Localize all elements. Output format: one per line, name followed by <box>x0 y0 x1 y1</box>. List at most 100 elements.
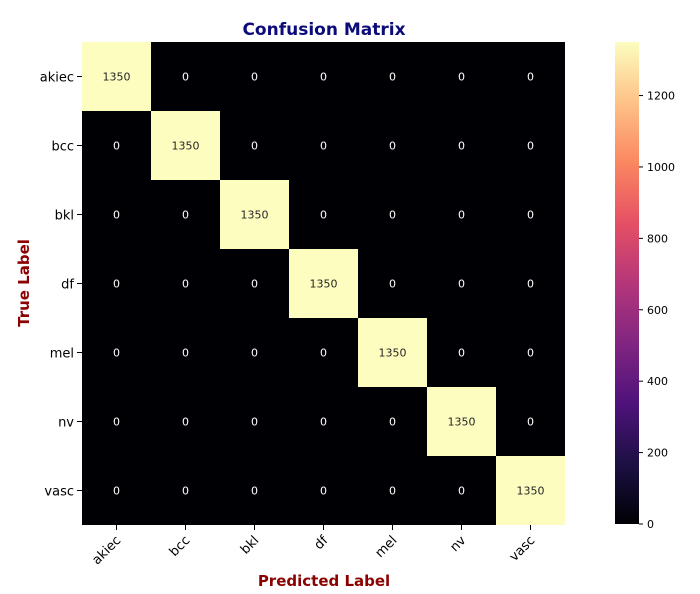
cell-value-label: 0 <box>458 485 465 498</box>
cell-value-label: 0 <box>251 140 258 153</box>
heatmap-cell <box>496 111 565 180</box>
heatmap-cell <box>496 42 565 111</box>
cell-value-label: 0 <box>182 416 189 429</box>
x-tick-label: bcc <box>167 533 194 560</box>
cell-value-label: 0 <box>389 416 396 429</box>
heatmap-cell <box>220 456 289 525</box>
cell-value-label: 0 <box>182 278 189 291</box>
cell-value-label: 0 <box>458 278 465 291</box>
cell-value-label: 0 <box>251 485 258 498</box>
heatmap-cell <box>289 111 358 180</box>
heatmap-cell <box>496 318 565 387</box>
heatmap-cell <box>358 249 427 318</box>
x-tick-label: vasc <box>507 533 539 565</box>
x-tick-label: akiec <box>89 533 124 568</box>
heatmap-cell <box>427 42 496 111</box>
heatmap-cell <box>289 180 358 249</box>
heatmap-cell <box>289 42 358 111</box>
heatmap-cell <box>358 318 427 387</box>
cell-value-label: 0 <box>251 71 258 84</box>
heatmap-cell <box>82 387 151 456</box>
heatmap-cell <box>427 387 496 456</box>
heatmap-cell <box>151 180 220 249</box>
y-tick-label: df <box>61 278 74 293</box>
heatmap-cell <box>358 456 427 525</box>
cell-value-label: 0 <box>113 347 120 360</box>
heatmap-cell <box>151 249 220 318</box>
heatmap-cell <box>427 318 496 387</box>
cell-value-label: 0 <box>458 71 465 84</box>
colorbar-tick-label: 200 <box>647 447 668 460</box>
heatmap-cell <box>427 180 496 249</box>
heatmap-cell <box>289 387 358 456</box>
heatmap-cell <box>220 180 289 249</box>
cell-value-label: 0 <box>251 347 258 360</box>
heatmap-cell <box>289 456 358 525</box>
cell-value-label: 0 <box>320 71 327 84</box>
cell-value-label: 0 <box>527 278 534 291</box>
heatmap-cell <box>427 111 496 180</box>
heatmap-cells: 1350 0 0 0 0 0 0 0 1350 0 0 0 0 0 0 0 1350 0 0 0 0 0 0 0 1350 0 0 0… <box>82 42 565 525</box>
cell-value-label: 0 <box>182 347 189 360</box>
y-tick-label: bcc <box>51 140 74 155</box>
colorbar-tick-label: 1000 <box>647 161 675 174</box>
heatmap-cell <box>151 42 220 111</box>
heatmap-cell <box>358 387 427 456</box>
cell-value-label: 1350 <box>310 278 338 291</box>
cell-value-label: 0 <box>527 416 534 429</box>
colorbar-tick-label: 600 <box>647 304 668 317</box>
heatmap-cell <box>427 456 496 525</box>
colorbar-tick-label: 400 <box>647 375 668 388</box>
heatmap-cell <box>220 387 289 456</box>
y-axis-label: True Label <box>15 239 33 327</box>
cell-value-label: 0 <box>113 140 120 153</box>
heatmap-cell <box>82 111 151 180</box>
heatmap-cell <box>427 249 496 318</box>
heatmap-cell <box>151 456 220 525</box>
cell-value-label: 0 <box>389 209 396 222</box>
y-tick-label: bkl <box>55 209 74 224</box>
heatmap-cell <box>82 249 151 318</box>
heatmap-cell <box>496 456 565 525</box>
heatmap-cell <box>358 42 427 111</box>
heatmap-cell <box>82 318 151 387</box>
cell-value-label: 0 <box>527 71 534 84</box>
colorbar: 0 200 400 600 800 1000 1200 <box>615 42 675 531</box>
cell-value-label: 0 <box>320 485 327 498</box>
cell-value-label: 0 <box>527 347 534 360</box>
cell-value-label: 1350 <box>172 140 200 153</box>
cell-value-label: 0 <box>527 209 534 222</box>
cell-value-label: 1350 <box>517 485 545 498</box>
cell-value-label: 0 <box>320 140 327 153</box>
y-tick-label: nv <box>58 416 74 431</box>
cell-value-label: 0 <box>320 416 327 429</box>
y-tick-label: akiec <box>40 71 74 86</box>
colorbar-gradient <box>615 42 639 524</box>
chart-title: Confusion Matrix <box>242 20 405 40</box>
cell-value-label: 0 <box>182 485 189 498</box>
heatmap-cell <box>151 111 220 180</box>
cell-value-label: 0 <box>251 278 258 291</box>
cell-value-label: 0 <box>320 347 327 360</box>
cell-value-label: 1350 <box>379 347 407 360</box>
x-axis: akiec bcc bkl df mel nv vasc <box>89 525 538 568</box>
cell-value-label: 0 <box>389 140 396 153</box>
x-tick-label: nv <box>447 533 469 555</box>
x-axis-label: Predicted Label <box>258 572 390 590</box>
cell-value-label: 0 <box>389 485 396 498</box>
y-axis: akiec bcc bkl df mel nv vasc <box>40 71 82 500</box>
cell-value-label: 1350 <box>103 71 131 84</box>
cell-value-label: 0 <box>251 416 258 429</box>
heatmap-cell <box>82 456 151 525</box>
cell-value-label: 0 <box>182 209 189 222</box>
heatmap-cell <box>289 249 358 318</box>
cell-value-label: 0 <box>182 71 189 84</box>
cell-value-label: 0 <box>113 209 120 222</box>
colorbar-tick-label: 800 <box>647 232 668 245</box>
heatmap-cell <box>358 180 427 249</box>
heatmap-cell <box>82 180 151 249</box>
heatmap-cell <box>220 249 289 318</box>
cell-value-label: 0 <box>527 140 534 153</box>
x-tick-label: mel <box>373 533 401 561</box>
